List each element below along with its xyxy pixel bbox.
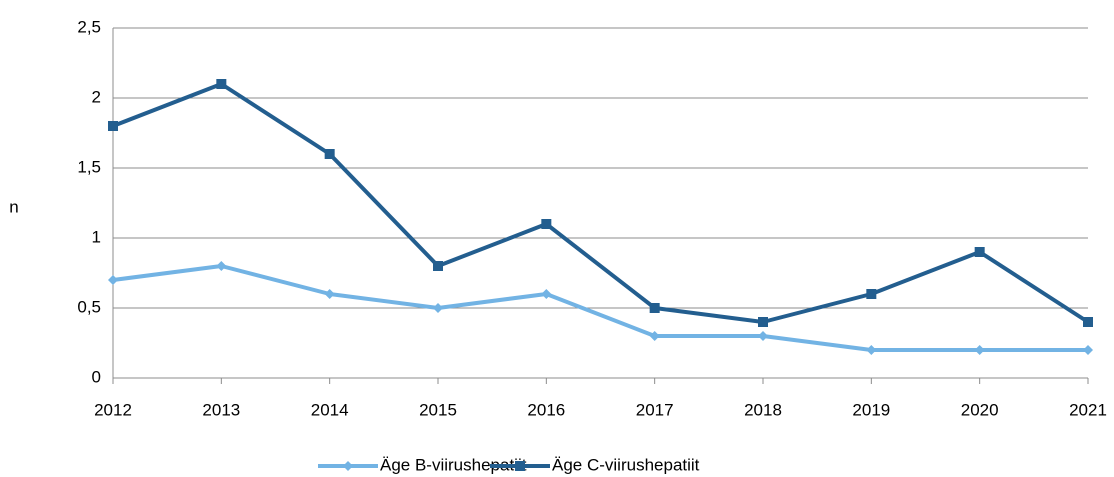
y-tick-label: 1 [92, 227, 101, 246]
legend-marker [515, 461, 525, 471]
x-tick-label: 2013 [202, 400, 240, 419]
data-point [974, 247, 985, 257]
x-tick-label: 2014 [311, 400, 349, 419]
legend-label: Äge C-viirushepatiit [552, 455, 700, 474]
data-point [866, 289, 877, 299]
x-tick-label: 2018 [744, 400, 782, 419]
y-tick-label: 0 [92, 367, 101, 386]
data-point [108, 275, 118, 285]
y-axis-label: n [9, 197, 18, 216]
x-tick-label: 2019 [852, 400, 890, 419]
x-tick-label: 2016 [527, 400, 565, 419]
data-point [541, 289, 552, 299]
data-point [216, 79, 227, 89]
y-tick-label: 2,5 [77, 17, 101, 36]
data-point [541, 219, 552, 229]
data-point [758, 331, 768, 341]
y-tick-label: 0,5 [77, 297, 101, 316]
x-tick-label: 2020 [961, 400, 999, 419]
data-point [324, 149, 335, 159]
y-tick-label: 2 [92, 87, 101, 106]
data-point [433, 303, 443, 313]
data-point [1083, 317, 1093, 327]
data-point [866, 345, 877, 355]
y-tick-label: 1,5 [77, 157, 101, 176]
legend-label: Äge B-viirushepatiit [380, 455, 527, 474]
legend-marker [343, 461, 353, 471]
series-line [112, 82, 1090, 324]
data-point [758, 317, 768, 327]
data-point [974, 345, 985, 355]
x-tick-label: 2021 [1069, 400, 1107, 419]
x-tick-label: 2012 [94, 400, 132, 419]
data-point [324, 289, 335, 299]
data-point [649, 303, 660, 313]
data-point [216, 261, 227, 271]
data-point [1083, 345, 1093, 355]
series-line [112, 264, 1088, 352]
data-point [433, 261, 443, 271]
data-point [108, 121, 118, 131]
data-point [649, 331, 660, 341]
x-tick-label: 2017 [636, 400, 674, 419]
x-tick-label: 2015 [419, 400, 457, 419]
